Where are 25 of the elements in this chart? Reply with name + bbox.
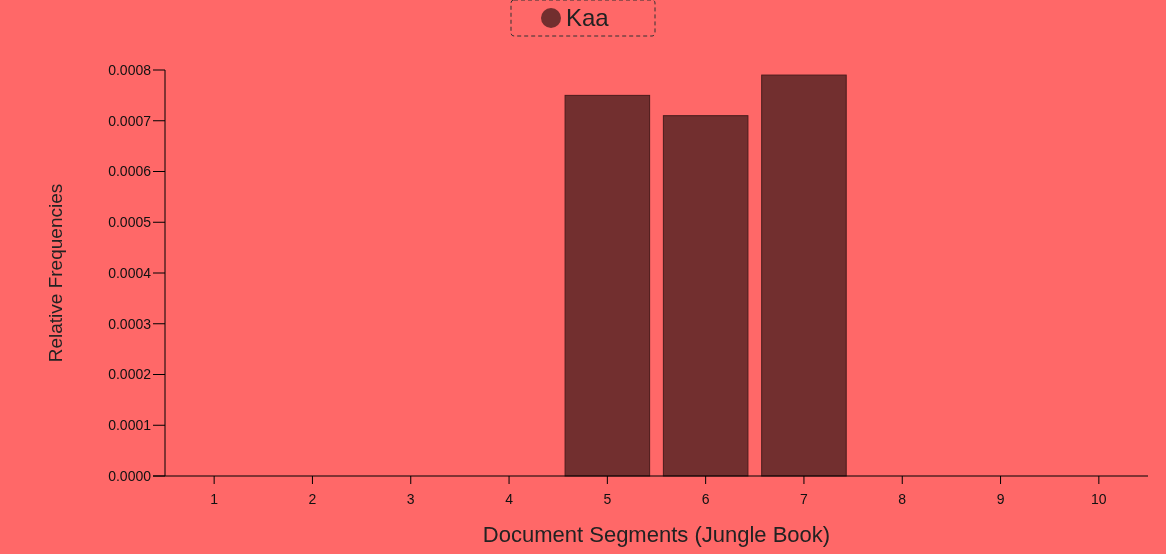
x-axis-title: Document Segments (Jungle Book) — [482, 522, 831, 547]
x-tick-label: 4 — [505, 491, 514, 507]
legend-label: Kaa — [566, 4, 610, 32]
bar — [564, 94, 651, 477]
y-tick-label: 0.0000 — [108, 467, 152, 484]
y-tick-label: 0.0001 — [108, 417, 152, 434]
y-tick-label: 0.0006 — [108, 163, 152, 180]
y-tick-label: 0.0003 — [108, 315, 152, 332]
y-tick-label: 0.0004 — [108, 264, 152, 281]
x-tick-label: 6 — [701, 491, 710, 507]
y-tick-label: 0.0002 — [108, 366, 152, 383]
y-tick-label: 0.0008 — [108, 61, 152, 78]
x-tick-label: 1 — [210, 491, 219, 507]
bar — [662, 115, 749, 477]
y-tick-label: 0.0005 — [108, 214, 152, 231]
bar — [761, 74, 847, 477]
x-tick-label: 7 — [800, 491, 809, 507]
x-tick-label: 10 — [1091, 491, 1107, 507]
x-tick-label: 8 — [898, 491, 907, 507]
x-tick-label: 2 — [308, 491, 317, 507]
x-tick-label: 3 — [406, 491, 415, 507]
y-axis-title: Relative Frequencies — [45, 183, 66, 363]
x-tick-label: 9 — [996, 491, 1005, 507]
y-tick-label: 0.0007 — [108, 112, 152, 129]
x-tick-label: 5 — [603, 491, 612, 507]
